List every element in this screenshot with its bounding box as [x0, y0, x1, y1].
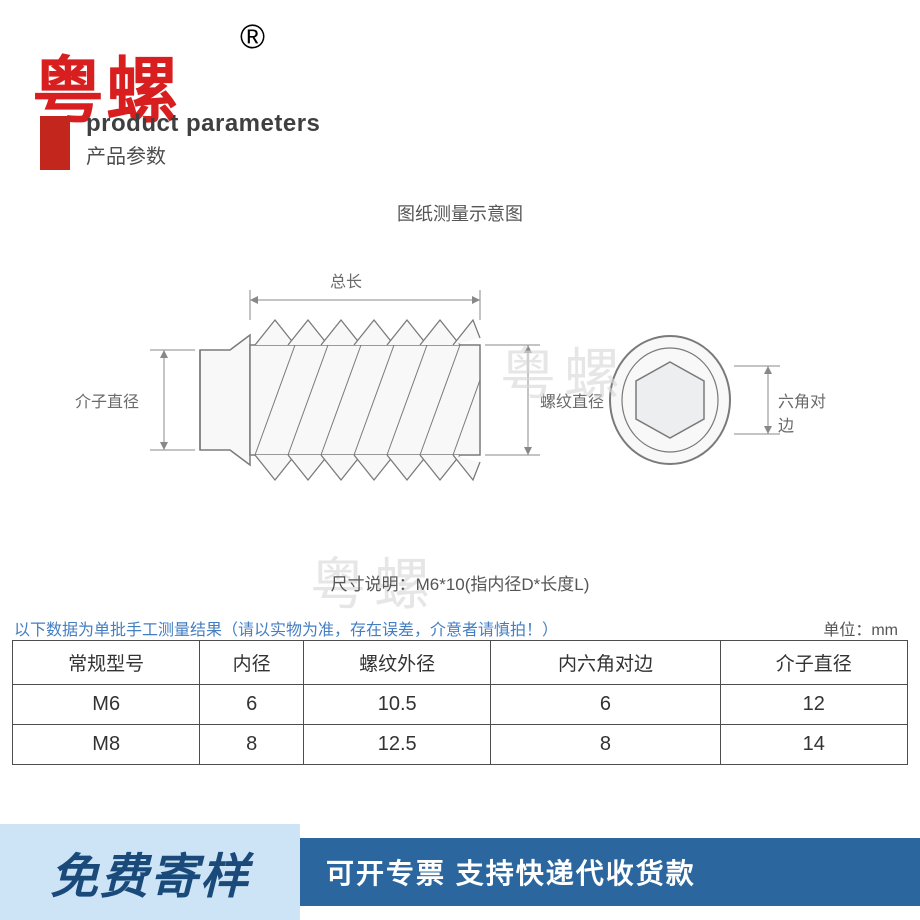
cell: 14 [720, 725, 907, 765]
table-row: M6 6 10.5 6 12 [13, 685, 908, 725]
size-note: 尺寸说明：M6*10(指内径D*长度L) [0, 570, 920, 595]
watermark-1: 粤螺 [500, 330, 628, 411]
col-flange-dia: 介子直径 [720, 641, 907, 685]
col-thread-od: 螺纹外径 [303, 641, 490, 685]
cell: 12 [720, 685, 907, 725]
cell: 8 [200, 725, 304, 765]
cell: M8 [13, 725, 200, 765]
label-hex-af: 六角对边 [778, 388, 840, 436]
col-inner-dia: 内径 [200, 641, 304, 685]
col-hex-af: 内六角对边 [491, 641, 720, 685]
unit-label: 单位：mm [823, 616, 898, 640]
cell: 6 [200, 685, 304, 725]
table-header-row: 常规型号 内径 螺纹外径 内六角对边 介子直径 [13, 641, 908, 685]
cell: M6 [13, 685, 200, 725]
footer-right-text: 可开专票 支持快递代收货款 [326, 852, 696, 892]
section-title-cn: 产品参数 [86, 140, 320, 169]
cell: 10.5 [303, 685, 490, 725]
table-row: M8 8 12.5 8 14 [13, 725, 908, 765]
footer-left-panel: 免费寄样 [0, 824, 300, 920]
cell: 8 [491, 725, 720, 765]
label-total-length: 总长 [330, 268, 362, 292]
accent-block [40, 116, 70, 170]
diagram-title: 图纸测量示意图 [0, 200, 920, 226]
col-model: 常规型号 [13, 641, 200, 685]
footer-right-panel: 可开专票 支持快递代收货款 [300, 838, 920, 906]
cell: 12.5 [303, 725, 490, 765]
footer-left-text: 免费寄样 [50, 837, 250, 907]
technical-diagram: 总长 介子直径 螺纹直径 六角对边 [80, 260, 840, 560]
label-flange-diameter: 介子直径 [75, 388, 139, 412]
cell: 6 [491, 685, 720, 725]
registered-symbol: ® [240, 18, 265, 57]
footer-banner: 免费寄样 可开专票 支持快递代收货款 [0, 824, 920, 920]
table-caption: 以下数据为单批手工测量结果（请以实物为准，存在误差，介意者请慎拍！） [14, 616, 558, 640]
spec-table: 常规型号 内径 螺纹外径 内六角对边 介子直径 M6 6 10.5 6 12 M… [12, 640, 908, 765]
section-title-en: product parameters [86, 110, 320, 138]
section-header: product parameters 产品参数 [40, 110, 320, 170]
